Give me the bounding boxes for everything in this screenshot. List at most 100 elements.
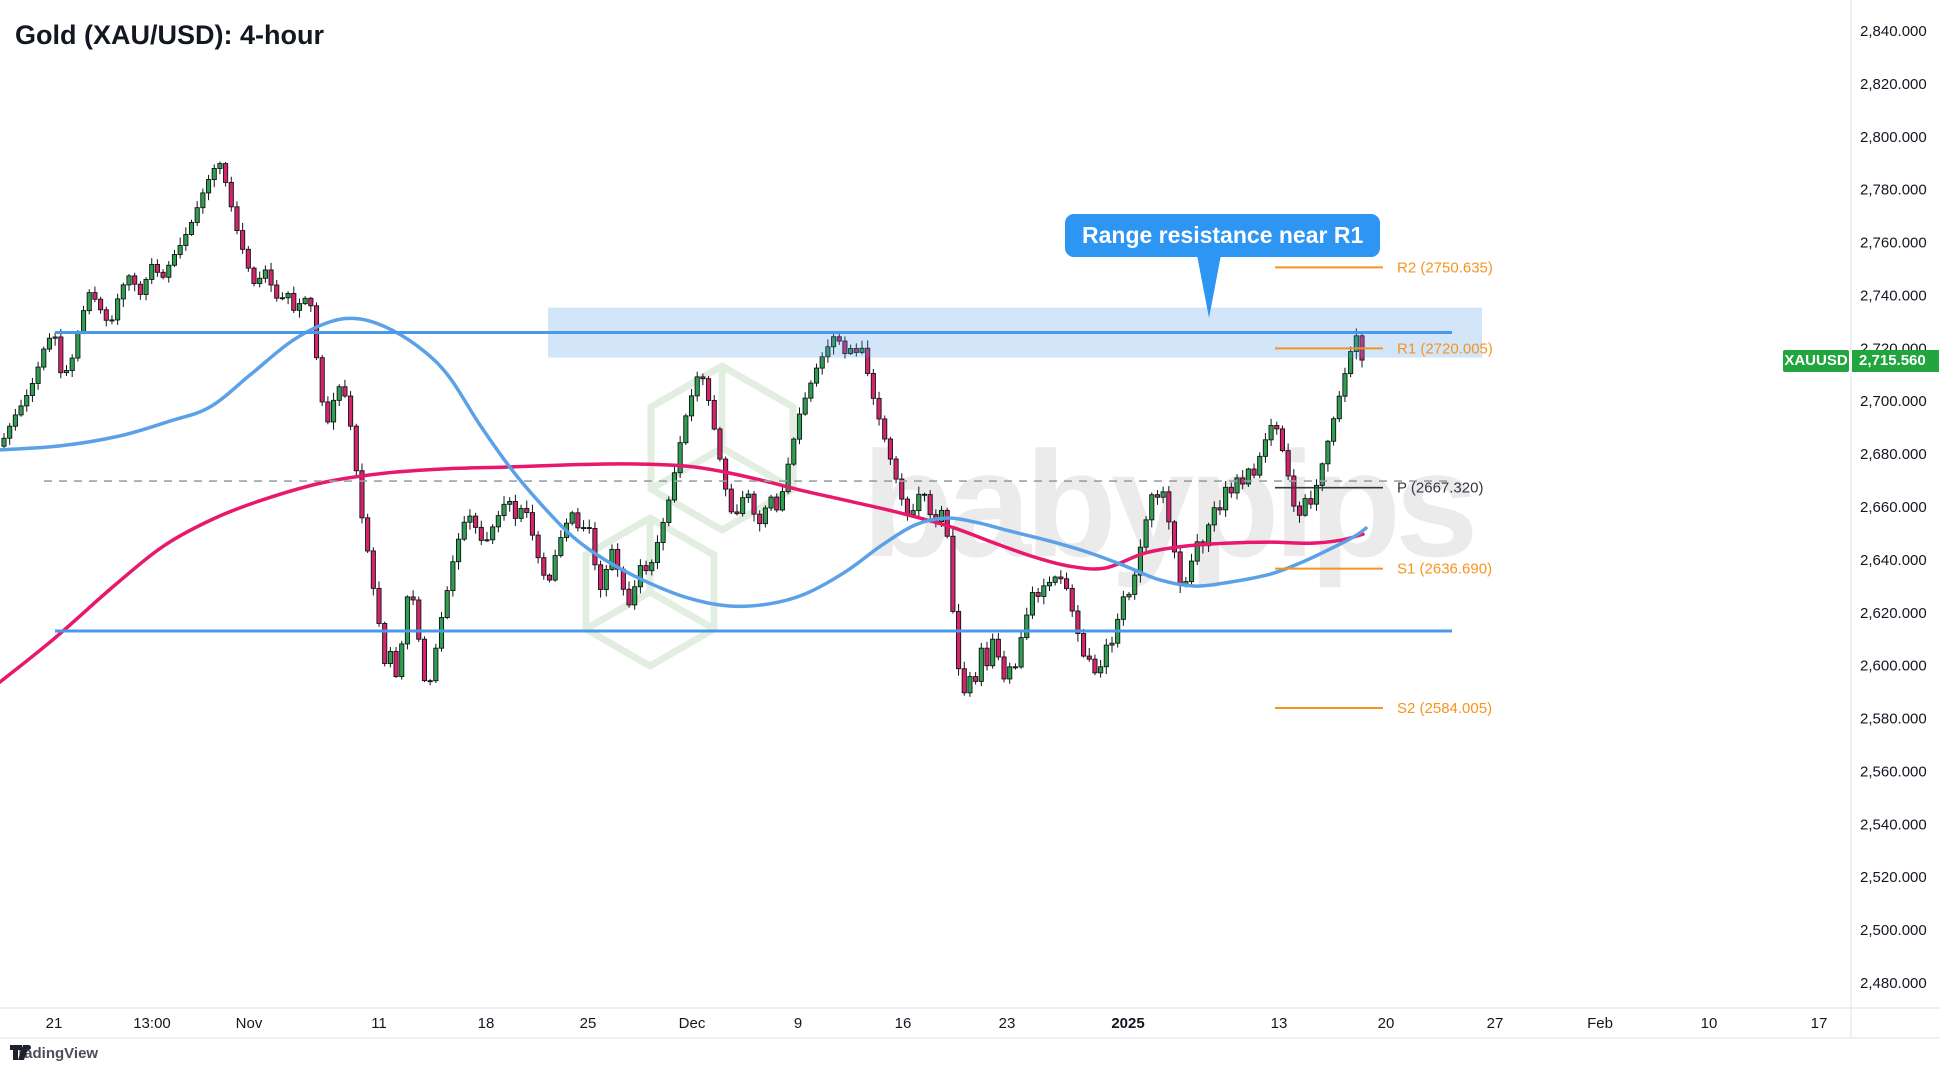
candle-up (143, 278, 149, 295)
candle-up (29, 382, 35, 396)
candle-down (1291, 475, 1297, 507)
tradingview-attribution[interactable]: TradingView (10, 1045, 98, 1062)
candle-down (234, 206, 240, 231)
candle-down (626, 588, 632, 606)
tradingview-logo-icon (10, 1045, 31, 1060)
candle-up (1126, 593, 1132, 598)
candle-up (552, 555, 558, 581)
x-axis-tick-label[interactable]: 18 (478, 1015, 495, 1032)
x-axis-tick-label[interactable]: 27 (1487, 1015, 1504, 1032)
candle-up (1109, 642, 1115, 646)
x-axis-tick-label[interactable]: 21 (46, 1015, 63, 1032)
candle-down (950, 535, 956, 612)
y-axis-tick-label[interactable]: 2,640.000 (1860, 552, 1927, 569)
candle-down (706, 378, 712, 401)
candle-down (382, 622, 388, 664)
y-axis-tick-label[interactable]: 2,580.000 (1860, 711, 1927, 728)
candle-down (586, 527, 592, 530)
symbol-badge: XAUUSD (1783, 350, 1849, 372)
candle-up (745, 493, 751, 499)
y-axis-tick-label[interactable]: 2,500.000 (1860, 922, 1927, 939)
pivot-level-label-s1: S1 (2636.690) (1397, 561, 1492, 578)
candle-down (774, 496, 780, 511)
y-axis-tick-label[interactable]: 2,760.000 (1860, 235, 1927, 252)
candle-down (132, 275, 138, 285)
candle-down (1075, 610, 1081, 634)
y-axis-tick-label[interactable]: 2,840.000 (1860, 23, 1927, 40)
y-axis-tick-label[interactable]: 2,700.000 (1860, 393, 1927, 410)
y-axis-tick-label[interactable]: 2,780.000 (1860, 182, 1927, 199)
y-axis-tick-label[interactable]: 2,620.000 (1860, 605, 1927, 622)
candle-up (1353, 335, 1359, 352)
candle-up (831, 336, 837, 348)
candle-down (228, 181, 234, 208)
y-axis-tick-label[interactable]: 2,560.000 (1860, 763, 1927, 780)
candle-down (882, 418, 888, 440)
candle-down (1063, 578, 1070, 589)
candle-down (1001, 656, 1007, 680)
annotation-callout[interactable]: Range resistance near R1 (1065, 214, 1381, 257)
candle-up (671, 472, 678, 501)
candle-up (603, 568, 609, 590)
candle-down (1217, 507, 1223, 511)
y-axis-tick-label[interactable]: 2,660.000 (1860, 499, 1927, 516)
candle-down (92, 292, 98, 300)
x-axis-tick-label[interactable]: 9 (794, 1015, 802, 1032)
candle-down (1279, 428, 1286, 452)
candle-down (473, 515, 479, 528)
candle-down (956, 610, 962, 670)
candle-down (478, 526, 484, 541)
candle-up (1103, 644, 1109, 668)
x-axis-tick-label[interactable]: 11 (371, 1015, 387, 1032)
slow-ma-line[interactable] (0, 462, 1365, 684)
y-axis-tick-label[interactable]: 2,520.000 (1860, 869, 1927, 886)
x-axis-tick-label[interactable]: 2025 (1111, 1015, 1144, 1032)
candle-up (183, 234, 189, 246)
x-axis-tick-label[interactable]: 20 (1378, 1015, 1395, 1032)
y-axis-tick-label[interactable]: 2,800.000 (1860, 129, 1927, 146)
x-axis-tick-label[interactable]: 16 (895, 1015, 912, 1032)
y-axis-tick-label[interactable]: 2,600.000 (1860, 658, 1927, 675)
candle-up (1302, 498, 1308, 516)
candle-up (1098, 666, 1104, 674)
y-axis-tick-label[interactable]: 2,820.000 (1860, 76, 1927, 93)
x-axis-tick-label[interactable]: 13:00 (133, 1015, 171, 1032)
candle-up (938, 509, 945, 523)
y-axis-tick-label[interactable]: 2,680.000 (1860, 446, 1927, 463)
candle-up (285, 292, 291, 299)
candle-up (791, 438, 797, 465)
x-axis-tick-label[interactable]: 23 (999, 1015, 1016, 1032)
x-axis-tick-label[interactable]: Nov (236, 1015, 263, 1032)
y-axis-tick-label[interactable]: 2,740.000 (1860, 287, 1927, 304)
x-axis-tick-label[interactable]: 10 (1701, 1015, 1718, 1032)
candle-down (535, 534, 541, 559)
candle-down (973, 676, 979, 682)
candle-up (438, 617, 445, 649)
candle-up (1336, 395, 1342, 420)
candle-down (887, 438, 893, 460)
x-axis-tick-label[interactable]: 25 (580, 1015, 597, 1032)
x-axis-tick-label[interactable]: 13 (1271, 1015, 1288, 1032)
candle-up (683, 415, 689, 444)
candle-down (1228, 486, 1234, 494)
candle-up (967, 676, 973, 694)
candle-up (490, 526, 496, 541)
candle-down (1251, 468, 1257, 476)
candle-up (24, 395, 30, 407)
candle-up (495, 515, 501, 528)
y-axis-tick-label[interactable]: 2,540.000 (1860, 816, 1927, 833)
y-axis-tick-label[interactable]: 2,480.000 (1860, 975, 1927, 992)
candle-up (1188, 560, 1195, 583)
x-axis-tick-label[interactable]: Dec (679, 1015, 706, 1032)
candle-up (1024, 614, 1030, 639)
candle-up (660, 522, 666, 543)
candle-up (978, 647, 984, 682)
candle-down (524, 508, 530, 514)
annotation-text: Range resistance near R1 (1082, 222, 1364, 248)
candle-up (262, 269, 268, 279)
candle-down (1081, 633, 1087, 657)
x-axis-tick-label[interactable]: Feb (1587, 1015, 1613, 1032)
candle-up (654, 542, 660, 563)
x-axis-tick-label[interactable]: 17 (1811, 1015, 1828, 1032)
